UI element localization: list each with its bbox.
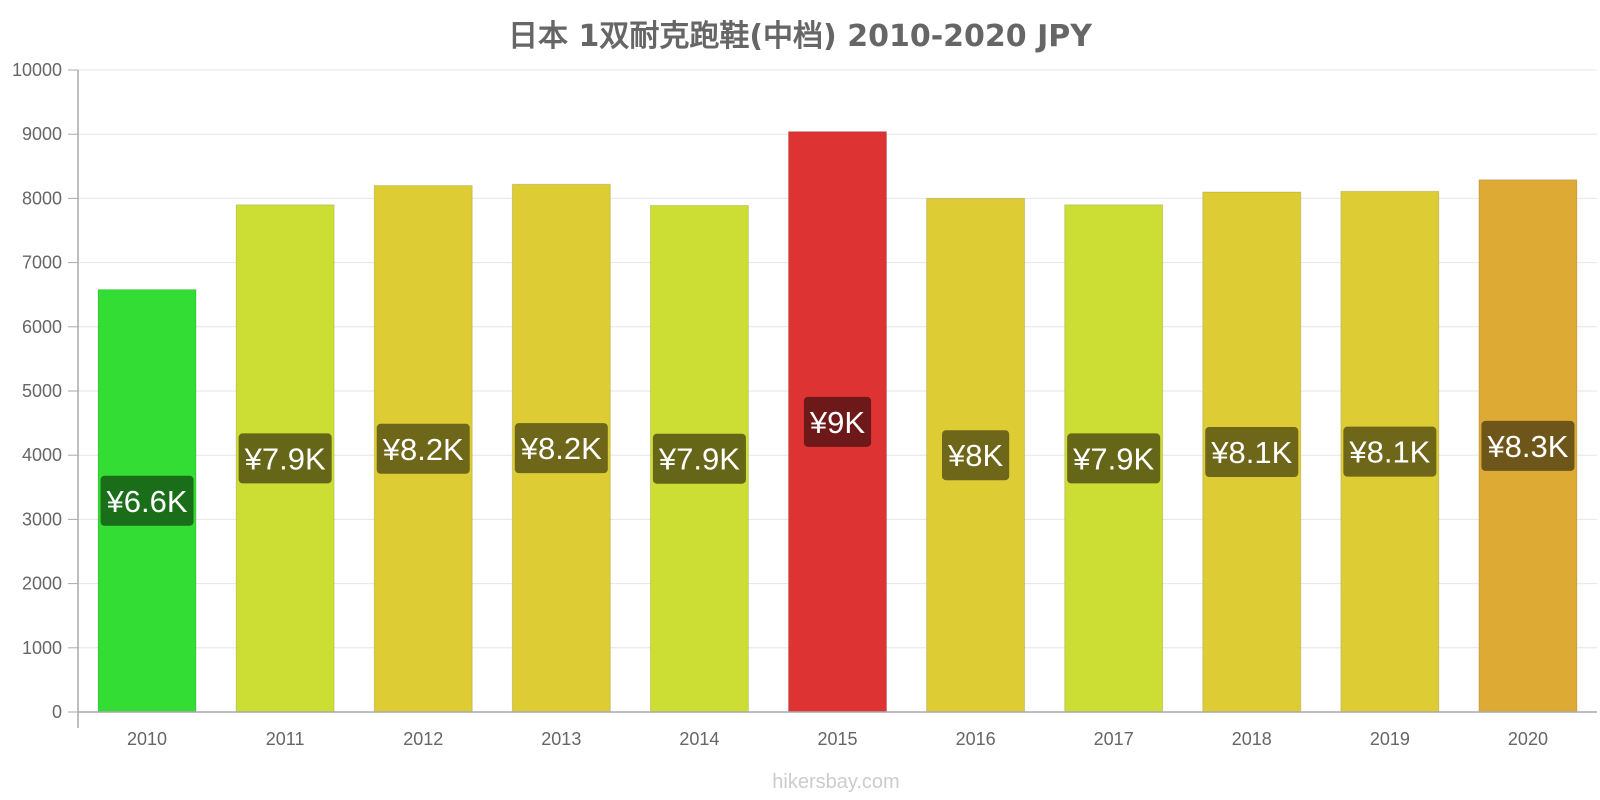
y-tick-label: 4000 — [22, 445, 62, 465]
data-label-background — [376, 423, 470, 474]
data-label-background — [238, 433, 332, 484]
data-label: ¥9K — [809, 405, 865, 440]
data-label: ¥8.1K — [1210, 435, 1292, 470]
x-axis: 2010 2011 2012 2013 2014 2015 2016 2017 2018 2019… — [78, 711, 1597, 749]
y-tick-label: 1000 — [22, 638, 62, 658]
data-label: ¥8.2K — [520, 431, 602, 466]
x-tick-label: 2011 — [266, 729, 305, 749]
data-label: ¥6.6K — [106, 484, 188, 519]
data-labels: ¥6.6K ¥7.9K ¥8.2K ¥8.2K ¥7.9K ¥9K ¥8K ¥7.9K ¥8.1… — [100, 396, 1575, 526]
x-tick-label: 2017 — [1094, 729, 1134, 749]
data-label-background — [514, 423, 608, 474]
x-tick-label: 2012 — [403, 729, 443, 749]
data-label-background — [1481, 420, 1575, 471]
y-tick-label: 5000 — [22, 381, 62, 401]
data-label: ¥8K — [947, 438, 1003, 473]
data-label: ¥8.2K — [382, 432, 464, 467]
x-tick-label: 2015 — [817, 729, 857, 749]
y-axis: 0 1000 2000 3000 4000 5000 6000 7000 8000 9000 100… — [12, 60, 79, 728]
data-label: ¥7.9K — [244, 441, 326, 476]
y-tick-label: 10000 — [12, 60, 62, 80]
chart-title: 日本 1双耐克跑鞋(中档) 2010-2020 JPY — [508, 19, 1093, 54]
y-tick-label: 3000 — [22, 509, 62, 529]
y-tick-label: 9000 — [22, 124, 62, 144]
x-tick-label: 2010 — [127, 729, 167, 749]
data-label-background — [803, 396, 872, 447]
x-tick-label: 2018 — [1232, 729, 1272, 749]
x-tick-label: 2014 — [679, 729, 719, 749]
data-label-background — [1343, 426, 1437, 477]
data-label: ¥7.9K — [1072, 441, 1154, 476]
y-tick-label: 6000 — [22, 317, 62, 337]
x-tick-label: 2013 — [541, 729, 581, 749]
y-tick-label: 7000 — [22, 253, 62, 273]
y-tick-label: 0 — [52, 702, 62, 722]
watermark: hikersbay.com — [772, 771, 899, 793]
x-tick-label: 2019 — [1370, 729, 1410, 749]
x-tick-label: 2020 — [1508, 729, 1548, 749]
data-label-background — [652, 433, 746, 484]
data-label-background — [1067, 433, 1161, 484]
y-tick-label: 8000 — [22, 188, 62, 208]
data-label-background — [100, 475, 194, 526]
data-label: ¥8.1K — [1348, 435, 1430, 470]
data-label: ¥7.9K — [658, 442, 740, 477]
data-label: ¥8.3K — [1486, 429, 1568, 464]
data-label-background — [942, 430, 1010, 481]
y-tick-label: 2000 — [22, 574, 62, 594]
data-label-background — [1205, 426, 1299, 477]
x-tick-label: 2016 — [956, 729, 996, 749]
